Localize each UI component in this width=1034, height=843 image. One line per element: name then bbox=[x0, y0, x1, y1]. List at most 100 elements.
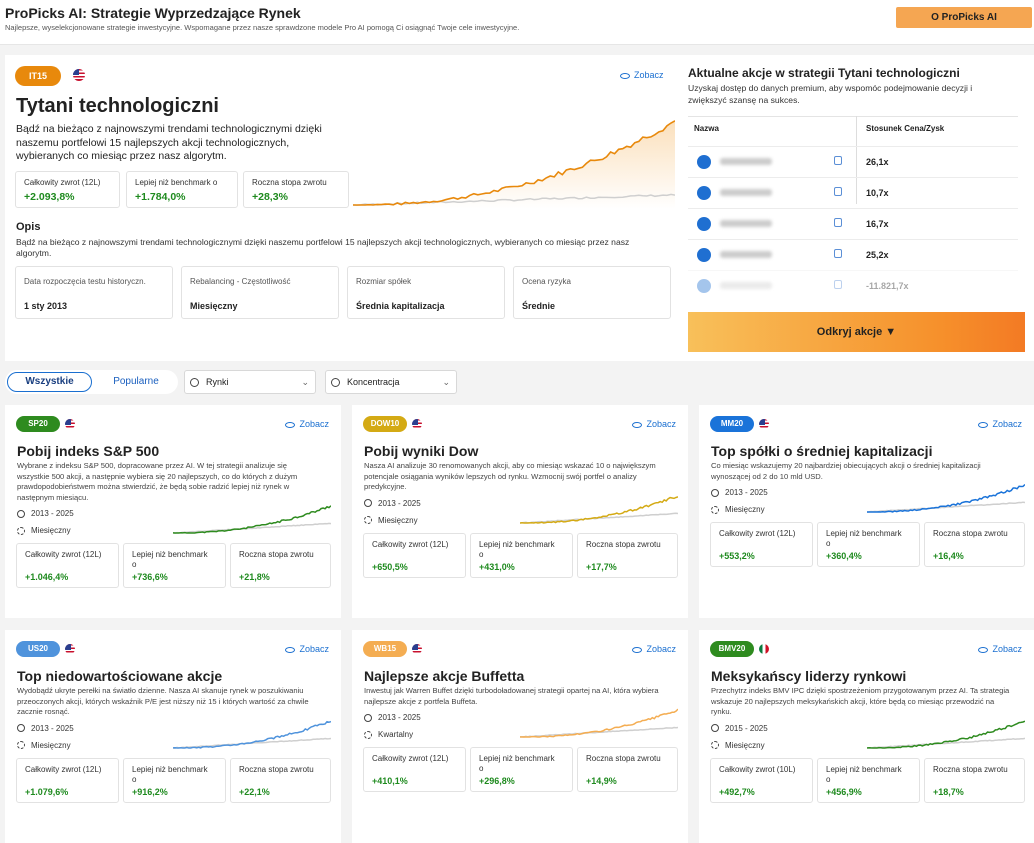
stat-value: +736,6% bbox=[132, 572, 168, 582]
stat-label: Lepiej niż benchmark o bbox=[826, 764, 902, 784]
detail-label: Rebalancing - Częstotliwość bbox=[190, 277, 291, 286]
benchmark-line bbox=[520, 512, 678, 524]
view-link[interactable]: Zobacz bbox=[978, 644, 1022, 654]
view-link[interactable]: Zobacz bbox=[285, 644, 329, 654]
view-link[interactable]: Zobacz bbox=[620, 70, 664, 80]
header: ProPicks AI: Strategie Wyprzedzające Ryn… bbox=[0, 0, 1034, 45]
refresh-icon bbox=[364, 730, 372, 739]
sparkline bbox=[867, 483, 1025, 513]
strategy-line bbox=[867, 720, 1025, 749]
pe-ratio: 10,7x bbox=[866, 188, 889, 198]
view-link[interactable]: Zobacz bbox=[632, 644, 676, 654]
link-text[interactable]: Zobacz bbox=[646, 419, 676, 429]
card-title: Meksykańscy liderzy rynkowi bbox=[711, 668, 907, 684]
strategy-card[interactable]: WB15 Zobacz Najlepsze akcje Buffetta Inwest… bbox=[352, 630, 688, 843]
clock-icon bbox=[711, 724, 719, 733]
button-text[interactable]: Odkryj akcje bbox=[816, 326, 883, 338]
stat-box: Całkowity zwrot (12L) +553,2% bbox=[710, 522, 813, 567]
period: 2013 - 2025 bbox=[364, 499, 421, 508]
strategy-card[interactable]: DOW10 Zobacz Pobij wyniki Dow Nasza AI anal… bbox=[352, 405, 688, 618]
view-link[interactable]: Zobacz bbox=[978, 419, 1022, 429]
flag bbox=[65, 644, 75, 654]
refresh-icon bbox=[711, 741, 719, 750]
card-description: Wydobądź ukryte perełki na światło dzien… bbox=[17, 686, 309, 716]
stat-box: Całkowity zwrot (10L) +492,7% bbox=[710, 757, 813, 803]
stat-label: Roczna stopa zwrotu bbox=[586, 539, 661, 549]
frequency-text: Miesięczny bbox=[378, 515, 418, 525]
dropdown-label[interactable]: Koncentracja bbox=[347, 377, 400, 387]
stat-label: Lepiej niż benchmark o bbox=[826, 529, 902, 548]
card-description: Inwestuj jak Warren Buffet dzięki turbod… bbox=[364, 686, 659, 706]
dropdown[interactable]: Rynki ⌄ bbox=[184, 370, 316, 394]
clock-icon bbox=[711, 488, 719, 497]
stat-label: Roczna stopa zwrotu bbox=[586, 754, 661, 763]
card-title: Najlepsze akcje Buffetta bbox=[364, 668, 525, 684]
table-row: 26,1x bbox=[688, 146, 1018, 177]
panel-subtitle: Uzyskaj dostęp do danych premium, aby ws… bbox=[688, 83, 973, 105]
stat-label: Całkowity zwrot (12L) bbox=[719, 529, 796, 538]
tab[interactable]: Popularne bbox=[113, 376, 159, 387]
performance-chart bbox=[353, 120, 675, 209]
link-text[interactable]: Zobacz bbox=[992, 419, 1022, 429]
link-text[interactable]: Zobacz bbox=[634, 70, 664, 80]
strategy-card[interactable]: SP20 Zobacz Pobij indeks S&P 500 Wybrane z … bbox=[5, 405, 341, 618]
strategy-badge: MM20 bbox=[710, 416, 754, 432]
flag bbox=[73, 69, 85, 81]
period-text: 2013 - 2025 bbox=[31, 723, 74, 733]
detail-box: Rozmiar spółek Średnia kapitalizacja bbox=[347, 266, 505, 319]
eye-icon bbox=[285, 646, 296, 653]
unlock-button[interactable]: Odkryj akcje ▼ bbox=[688, 312, 1025, 352]
view-link[interactable]: Zobacz bbox=[632, 419, 676, 429]
link-text[interactable]: Zobacz bbox=[992, 644, 1022, 654]
stat-label: Lepiej niż benchmark o bbox=[132, 550, 208, 569]
about-button[interactable]: O ProPicks AI bbox=[896, 7, 1032, 28]
detail-box: Data rozpoczęcia testu historyczn. 1 sty … bbox=[15, 266, 173, 319]
table-row: 16,7x bbox=[688, 208, 1018, 239]
strategy-card[interactable]: US20 Zobacz Top niedowartościowane akcje Wy… bbox=[5, 630, 341, 843]
dropdown-label[interactable]: Rynki bbox=[206, 377, 229, 387]
refresh-icon bbox=[364, 516, 372, 525]
stat-value: +1.079,6% bbox=[25, 786, 69, 797]
detail-label: Data rozpoczęcia testu historyczn. bbox=[24, 277, 146, 286]
tab-active[interactable]: Wszystkie bbox=[7, 372, 92, 392]
stat-box: Roczna stopa zwrotu +22,1% bbox=[230, 757, 331, 803]
benchmark-line bbox=[173, 522, 331, 534]
strategy-card[interactable]: BMV20 Zobacz Meksykańscy liderzy rynkowi Pr… bbox=[699, 630, 1034, 843]
hidden-name bbox=[720, 282, 772, 289]
detail-label: Ocena ryzyka bbox=[522, 277, 571, 286]
strategy-line bbox=[173, 505, 331, 534]
stat-label: Roczna stopa zwrotu bbox=[252, 178, 327, 187]
refresh-icon bbox=[17, 741, 25, 750]
table-header: Nazwa Stosunek Cena/Zysk bbox=[688, 116, 1018, 204]
strategy-card[interactable]: MM20 Zobacz Top spółki o średniej kapitali… bbox=[699, 405, 1034, 618]
detail-value: Miesięczny bbox=[190, 301, 238, 311]
stat-value: +410,1% bbox=[372, 776, 408, 786]
stat-value: +16,4% bbox=[933, 551, 964, 561]
stat-value: +456,9% bbox=[826, 786, 862, 797]
stat-label: Lepiej niż benchmark o bbox=[479, 754, 555, 773]
view-link[interactable]: Zobacz bbox=[285, 419, 329, 429]
frequency: Miesięczny bbox=[711, 505, 765, 514]
flag bbox=[759, 644, 769, 654]
sparkline bbox=[520, 708, 678, 738]
stat-box: Lepiej niż benchmark o +916,2% bbox=[123, 757, 226, 803]
link-text[interactable]: Zobacz bbox=[299, 644, 329, 654]
eye-icon bbox=[632, 421, 643, 428]
lock-icon bbox=[834, 280, 842, 289]
lock-icon bbox=[834, 187, 842, 196]
stat-label: Całkowity zwrot (12L) bbox=[24, 178, 101, 187]
clock-icon bbox=[364, 713, 372, 722]
stat-value: +492,7% bbox=[719, 786, 755, 797]
eye-icon bbox=[978, 646, 989, 653]
stat-value: +650,5% bbox=[372, 561, 408, 572]
stat-box: Lepiej niż benchmark o +360,4% bbox=[817, 522, 920, 567]
link-text[interactable]: Zobacz bbox=[299, 419, 329, 429]
frequency-text: Miesięczny bbox=[31, 526, 71, 535]
detail-value: Średnia kapitalizacja bbox=[356, 301, 445, 311]
flag bbox=[412, 419, 422, 429]
clock-icon bbox=[364, 499, 372, 508]
link-text[interactable]: Zobacz bbox=[646, 644, 676, 654]
dropdown[interactable]: Koncentracja ⌄ bbox=[325, 370, 457, 394]
stock-icon bbox=[697, 217, 711, 231]
strategy-badge: BMV20 bbox=[710, 641, 754, 657]
